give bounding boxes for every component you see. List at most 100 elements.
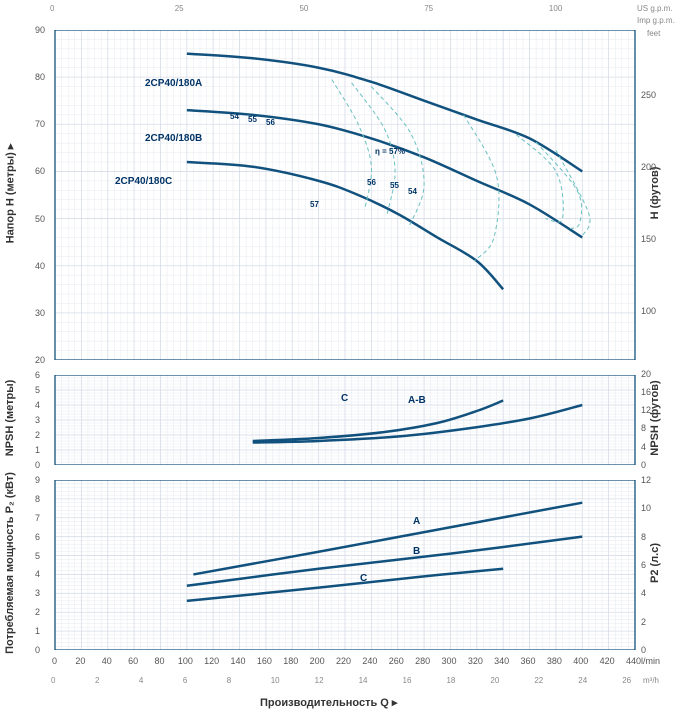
- npsh-ytick-3: 3: [35, 415, 40, 425]
- head-label-C: 2CP40/180C: [115, 176, 172, 187]
- x-lmin-220: 220: [336, 656, 351, 666]
- head-label-A: 2CP40/180A: [145, 78, 202, 89]
- unit-impgpm: Imp g.p.m.: [637, 16, 675, 25]
- x-m3h-14: 14: [359, 676, 368, 685]
- x-unit-m3h: m³/h: [643, 676, 659, 685]
- chart-panel-svg: [0, 480, 681, 650]
- npsh-yr-8: 8: [641, 423, 646, 433]
- x-lmin-20: 20: [75, 656, 85, 666]
- power-ytick-6: 6: [35, 532, 40, 542]
- x-lmin-60: 60: [128, 656, 138, 666]
- head-ytick-20: 20: [35, 355, 45, 365]
- eff-lo-54: 54: [408, 187, 417, 196]
- x-m3h-26: 26: [622, 676, 631, 685]
- ylabr-head: H (футов): [649, 113, 661, 273]
- npsh-ytick-2: 2: [35, 430, 40, 440]
- npsh-ytick-0: 0: [35, 460, 40, 470]
- npsh-label-C: C: [341, 393, 348, 404]
- top-gpm-0: 0: [50, 4, 54, 13]
- x-m3h-8: 8: [227, 676, 231, 685]
- power-yr-2: 2: [641, 617, 646, 627]
- x-lmin-320: 320: [468, 656, 483, 666]
- npsh-yr-0: 0: [641, 460, 646, 470]
- eff-lo-56: 56: [367, 178, 376, 187]
- power-yr-8: 8: [641, 532, 646, 542]
- head-yr-100: 100: [641, 306, 656, 316]
- x-m3h-6: 6: [183, 676, 187, 685]
- eff-lo-55: 55: [390, 181, 399, 190]
- head-ytick-90: 90: [35, 25, 45, 35]
- power-ytick-7: 7: [35, 513, 40, 523]
- x-lmin-340: 340: [494, 656, 509, 666]
- power-ytick-1: 1: [35, 626, 40, 636]
- npsh-ytick-1: 1: [35, 445, 40, 455]
- power-ytick-0: 0: [35, 645, 40, 655]
- x-m3h-2: 2: [95, 676, 99, 685]
- top-gpm-75: 75: [424, 4, 433, 13]
- x-lmin-420: 420: [600, 656, 615, 666]
- x-lmin-380: 380: [547, 656, 562, 666]
- eff-up-55: 55: [248, 115, 257, 124]
- x-lmin-180: 180: [283, 656, 298, 666]
- x-lmin-0: 0: [52, 656, 57, 666]
- power-label-C: C: [360, 573, 367, 584]
- x-m3h-12: 12: [315, 676, 324, 685]
- x-lmin-140: 140: [231, 656, 246, 666]
- x-lmin-100: 100: [178, 656, 193, 666]
- npsh-label-AB: A-B: [408, 395, 426, 406]
- x-m3h-20: 20: [490, 676, 499, 685]
- power-ytick-2: 2: [35, 607, 40, 617]
- x-m3h-24: 24: [578, 676, 587, 685]
- x-m3h-0: 0: [51, 676, 55, 685]
- x-lmin-160: 160: [257, 656, 272, 666]
- x-lmin-120: 120: [204, 656, 219, 666]
- power-yr-4: 4: [641, 588, 646, 598]
- power-yr-6: 6: [641, 560, 646, 570]
- x-axis-title: Производительность Q ▸: [260, 696, 397, 709]
- unit-feet: feet: [647, 29, 660, 38]
- eff-57: 57: [310, 200, 319, 209]
- ylab-power: Потребляемая мощность P₂ (кВт): [4, 463, 16, 663]
- head-label-B: 2CP40/180B: [145, 133, 202, 144]
- head-ytick-50: 50: [35, 214, 45, 224]
- ylab-head: Напор H (метры) ▸: [4, 94, 17, 294]
- power-label-A: A: [413, 516, 420, 527]
- x-m3h-22: 22: [534, 676, 543, 685]
- unit-gpm: US g.p.m.: [637, 4, 673, 13]
- npsh-ytick-4: 4: [35, 400, 40, 410]
- power-ytick-5: 5: [35, 551, 40, 561]
- ylabr-npsh: NPSH (футов): [649, 338, 661, 498]
- x-unit-lmin: l/min: [641, 656, 660, 666]
- power-ytick-3: 3: [35, 588, 40, 598]
- top-gpm-100: 100: [549, 4, 562, 13]
- chart-panel-svg: [0, 375, 681, 465]
- power-ytick-4: 4: [35, 569, 40, 579]
- x-lmin-440: 440: [626, 656, 641, 666]
- eff-up-54: 54: [230, 112, 239, 121]
- head-ytick-70: 70: [35, 119, 45, 129]
- ylabr-power: P2 (л.с): [649, 483, 661, 643]
- head-yr-250: 250: [641, 90, 656, 100]
- top-gpm-50: 50: [299, 4, 308, 13]
- x-lmin-80: 80: [154, 656, 164, 666]
- x-m3h-10: 10: [271, 676, 280, 685]
- power-label-B: B: [413, 546, 420, 557]
- power-ytick-8: 8: [35, 494, 40, 504]
- head-ytick-40: 40: [35, 261, 45, 271]
- x-lmin-360: 360: [521, 656, 536, 666]
- chart-panel-svg: [0, 30, 681, 360]
- power-ytick-9: 9: [35, 475, 40, 485]
- head-ytick-30: 30: [35, 308, 45, 318]
- x-m3h-4: 4: [139, 676, 143, 685]
- x-m3h-18: 18: [446, 676, 455, 685]
- top-gpm-25: 25: [175, 4, 184, 13]
- npsh-ytick-6: 6: [35, 370, 40, 380]
- x-m3h-16: 16: [403, 676, 412, 685]
- eff-up-56: 56: [266, 118, 275, 127]
- x-lmin-400: 400: [573, 656, 588, 666]
- power-yr-0: 0: [641, 645, 646, 655]
- x-lmin-200: 200: [310, 656, 325, 666]
- eff-eta: η = 57%: [375, 147, 405, 156]
- x-lmin-40: 40: [102, 656, 112, 666]
- x-lmin-260: 260: [389, 656, 404, 666]
